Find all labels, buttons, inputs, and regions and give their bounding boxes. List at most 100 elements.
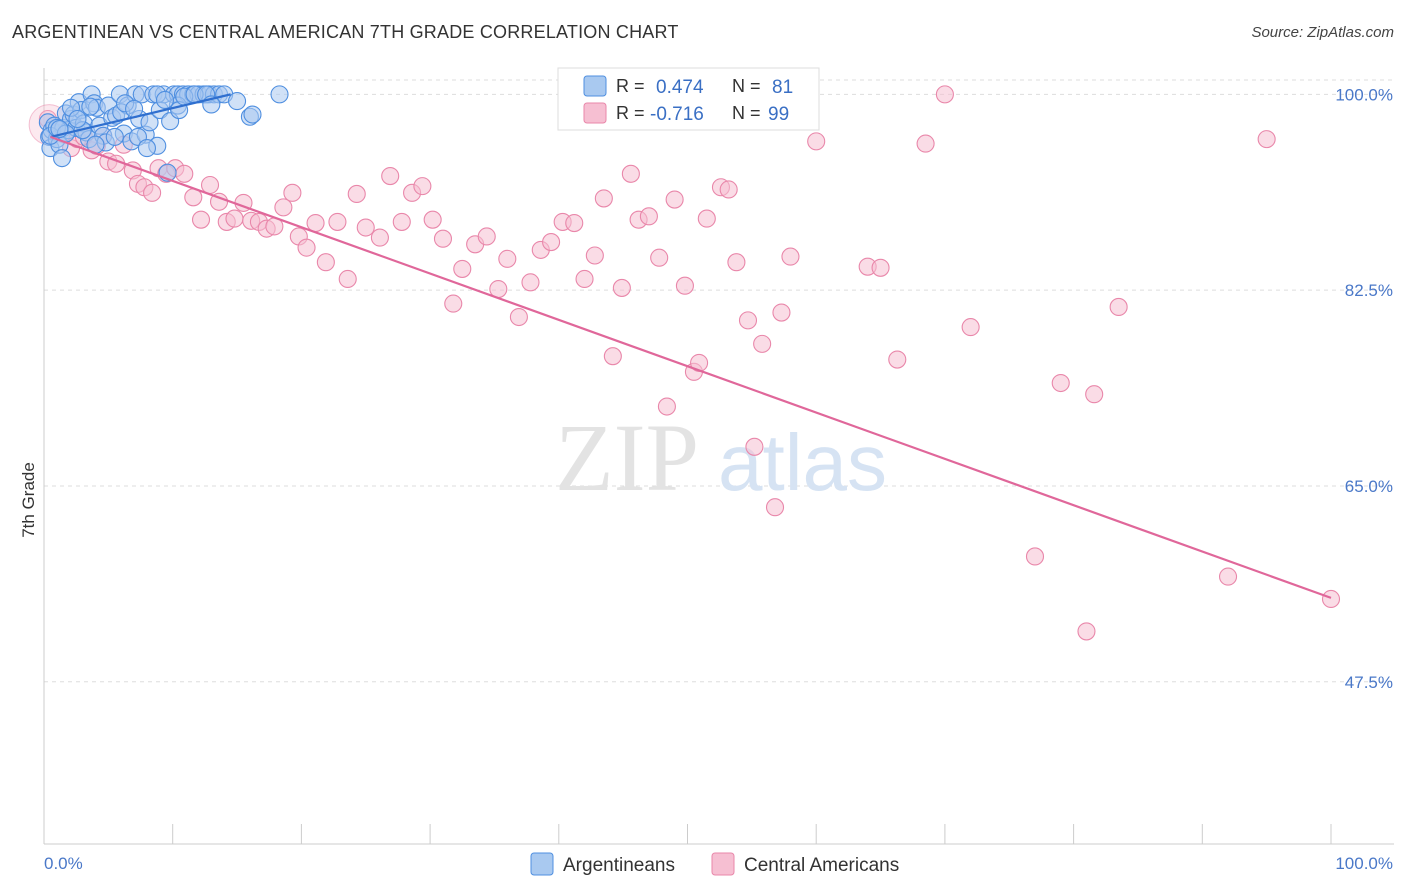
- central-americans-point: [433, 229, 453, 248]
- central-americans-point: [585, 246, 604, 265]
- central-americans-point: [719, 180, 738, 199]
- stats-legend-n-label-2: N =: [732, 103, 761, 123]
- series-legend: Argentineans Central Americans: [530, 852, 899, 876]
- central-americans-point: [650, 248, 669, 267]
- central-americans-point: [225, 209, 244, 228]
- central-americans-point: [542, 233, 561, 252]
- y-tick-label: 47.5%: [1345, 673, 1393, 692]
- argentineans-point: [270, 85, 289, 104]
- central-americans-point: [772, 303, 791, 322]
- central-americans-point: [961, 318, 980, 337]
- legend-label-central-americans: Central Americans: [744, 855, 899, 876]
- central-americans-point: [356, 218, 375, 237]
- argentineans-point: [68, 109, 87, 129]
- central-americans-point: [498, 249, 517, 268]
- y-tick-label: 65.0%: [1345, 477, 1393, 496]
- stats-legend-r-label-2: R =: [616, 103, 645, 123]
- central-americans-point: [1025, 547, 1045, 566]
- central-americans-point: [603, 347, 622, 366]
- central-americans-point: [745, 437, 764, 456]
- central-americans-point: [283, 183, 302, 202]
- grid-lines: [44, 79, 1394, 683]
- central-americans-point: [274, 198, 293, 217]
- central-americans-point: [621, 164, 640, 183]
- x-tick-max: 100.0%: [1335, 854, 1393, 873]
- central-americans-point: [328, 212, 347, 231]
- central-americans-point: [888, 350, 907, 369]
- watermark-atlas: atlas: [718, 418, 887, 507]
- y-tick-labels: 100.0% 82.5% 65.0% 47.5%: [1335, 85, 1393, 691]
- central-americans-point: [1051, 373, 1070, 393]
- argentineans-point: [81, 97, 100, 116]
- central-americans-point: [807, 132, 826, 151]
- stats-legend: R = 0.474 N = 81 R = -0.716 N = 99: [557, 67, 820, 131]
- argentineans-point: [137, 139, 157, 158]
- stats-legend-r-label-1: R =: [616, 76, 645, 96]
- central-americans-point: [338, 269, 357, 289]
- central-americans-point: [297, 238, 316, 257]
- argentineans-point: [243, 105, 262, 124]
- chart-source: Source: ZipAtlas.com: [1251, 24, 1394, 41]
- central-americans-point: [657, 397, 676, 416]
- central-americans-point: [1321, 589, 1341, 609]
- central-americans-point: [594, 189, 613, 208]
- stats-legend-n-label-1: N =: [732, 76, 761, 96]
- central-americans-trend-line: [50, 135, 1332, 599]
- central-americans-point: [347, 184, 366, 204]
- argentineans-point: [228, 92, 247, 111]
- chart-title: ARGENTINEAN VS CENTRAL AMERICAN 7TH GRAD…: [12, 22, 679, 42]
- central-americans-point: [444, 294, 463, 313]
- central-americans-point: [509, 307, 528, 327]
- central-americans-point: [565, 213, 584, 233]
- stats-legend-n-value-1: 81: [772, 77, 793, 98]
- legend-label-argentineans: Argentineans: [563, 855, 675, 876]
- y-axis-label: 7th Grade: [19, 462, 38, 538]
- argentineans-point: [155, 90, 175, 110]
- central-americans-point: [697, 209, 716, 228]
- central-americans-point: [200, 175, 220, 195]
- stats-legend-swatch-blue: [583, 75, 607, 97]
- central-americans-point: [727, 253, 746, 272]
- central-americans-point: [765, 498, 785, 517]
- y-tick-label: 100.0%: [1335, 85, 1393, 104]
- central-americans-points: [28, 85, 1341, 641]
- central-americans-point: [316, 253, 335, 272]
- x-tick-min: 0.0%: [44, 854, 83, 873]
- legend-swatch-central-americans: [711, 852, 735, 876]
- central-americans-point: [306, 213, 325, 233]
- argentineans-point: [105, 127, 124, 146]
- central-americans-point: [935, 85, 954, 104]
- central-americans-point: [521, 273, 540, 292]
- central-americans-point: [1109, 297, 1128, 317]
- stats-legend-swatch-pink: [583, 102, 607, 124]
- central-americans-point: [675, 276, 694, 295]
- central-americans-point: [381, 167, 400, 186]
- argentineans-point: [52, 149, 72, 168]
- central-americans-point: [753, 334, 772, 353]
- trend-lines: [50, 93, 1332, 599]
- central-americans-point: [370, 228, 389, 247]
- central-americans-point: [1218, 567, 1238, 586]
- central-americans-point: [612, 278, 631, 297]
- axes: [43, 68, 1394, 845]
- central-americans-point: [781, 247, 800, 266]
- argentineans-trend-line: [50, 93, 231, 138]
- central-americans-point: [175, 164, 194, 183]
- central-americans-point: [916, 134, 935, 153]
- central-americans-point: [738, 311, 758, 330]
- central-americans-point: [639, 207, 658, 226]
- stats-legend-r-value-2: -0.716: [650, 104, 704, 125]
- central-americans-point: [1085, 385, 1104, 404]
- stats-legend-n-value-2: 99: [768, 104, 789, 125]
- central-americans-point: [143, 183, 162, 202]
- stats-legend-r-value-1: 0.474: [656, 77, 704, 98]
- central-americans-point: [1077, 622, 1096, 641]
- central-americans-point: [191, 210, 211, 229]
- central-americans-point: [871, 258, 890, 277]
- central-americans-point: [392, 212, 411, 231]
- legend-swatch-argentineans: [530, 852, 554, 876]
- central-americans-point: [453, 259, 472, 278]
- central-americans-point: [575, 269, 594, 289]
- central-americans-point: [477, 227, 496, 246]
